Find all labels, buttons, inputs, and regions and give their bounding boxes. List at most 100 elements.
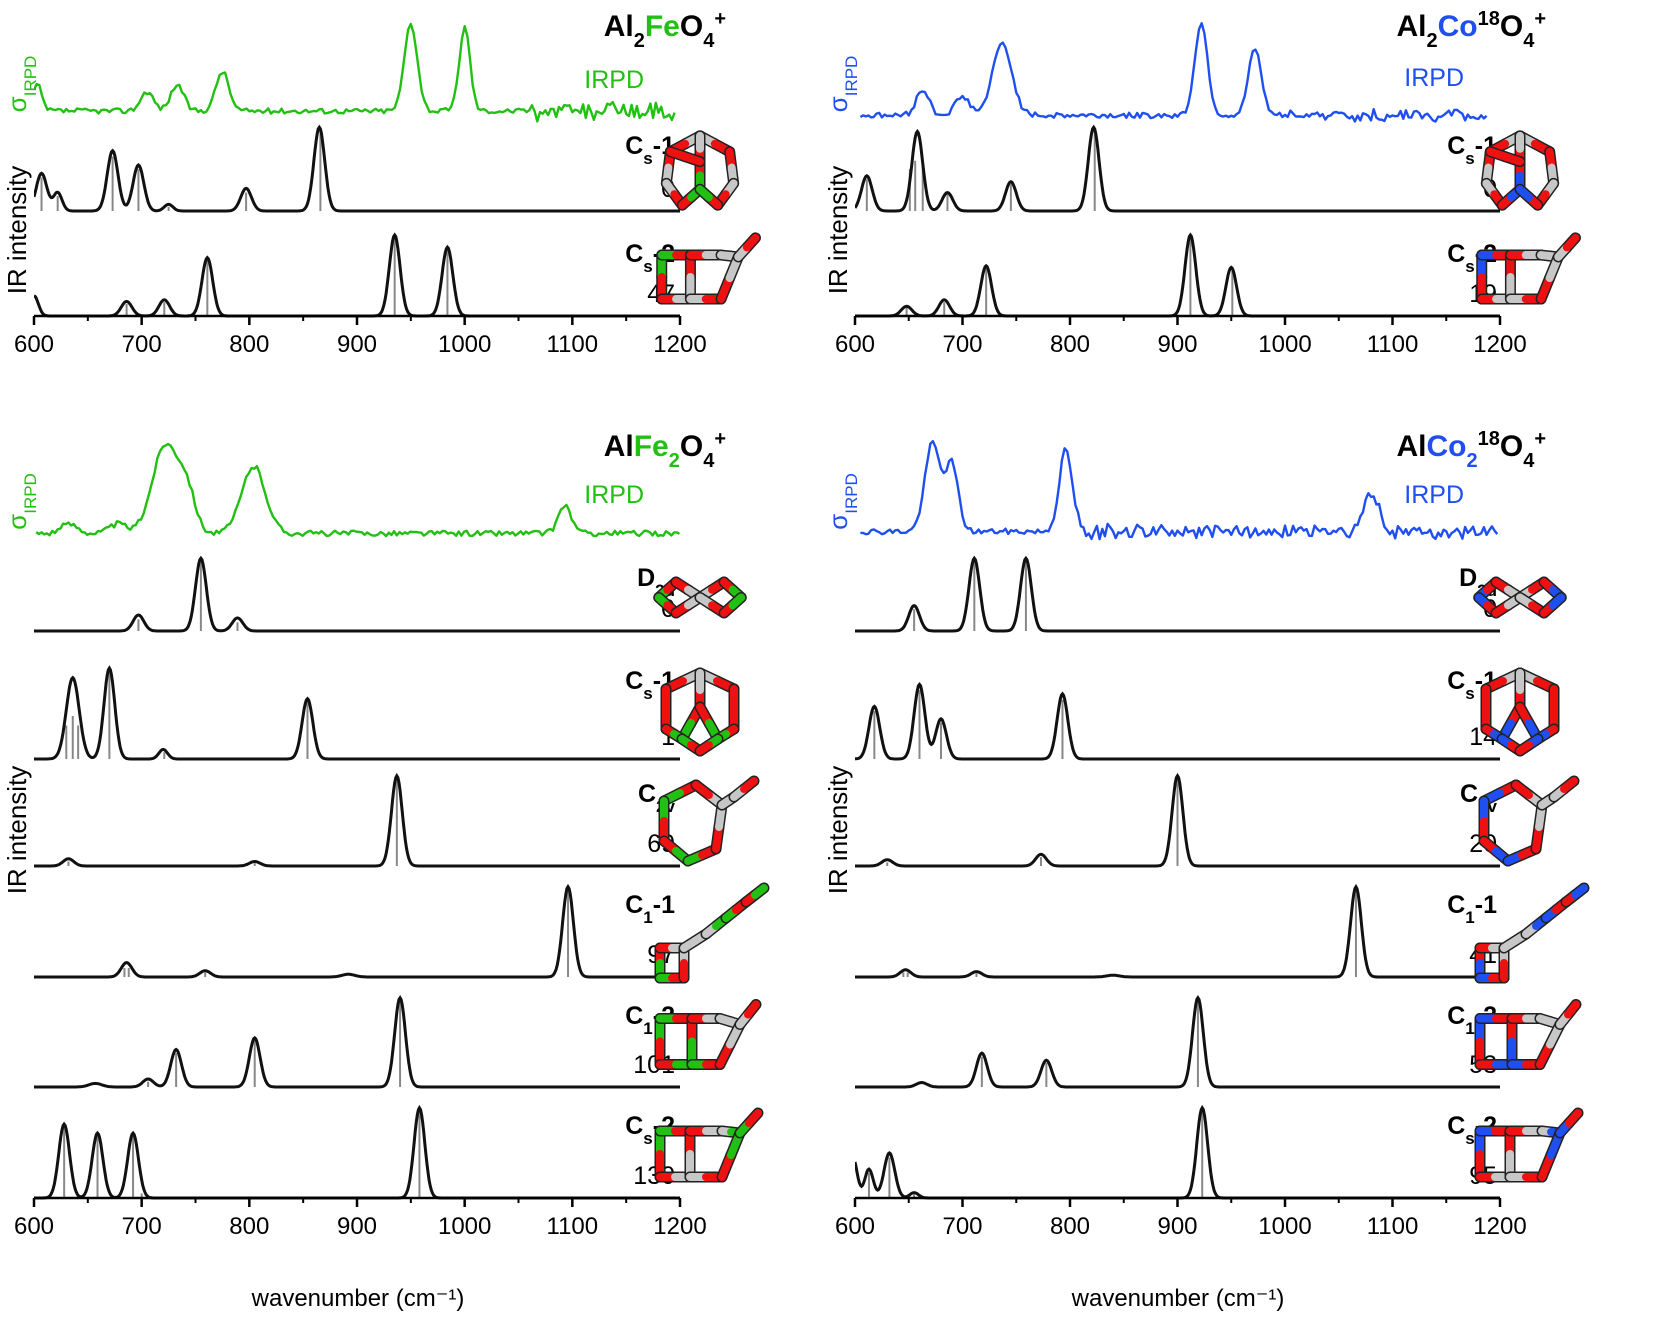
x-tick-label: 1000 — [438, 1213, 491, 1240]
x-tick-label: 800 — [1050, 331, 1090, 358]
structure-ring-fe-icon — [654, 1107, 764, 1183]
simulated-spectrum — [855, 681, 1500, 761]
isomer-2: C2v69 — [34, 772, 760, 868]
simulated-spectrum — [34, 555, 680, 633]
simulated-spectrum — [855, 555, 1500, 633]
simulated-spectrum — [855, 995, 1500, 1089]
sigma-irpd-label: σIRPD — [823, 473, 861, 530]
panel-title: Al2Co18O4+ — [1396, 8, 1546, 52]
isomer-2: C2v20 — [855, 772, 1580, 868]
structure-ring-fe-icon — [656, 232, 761, 305]
isomer-0: D2d0 — [34, 555, 747, 633]
simulated-spectrum — [855, 232, 1500, 318]
x-axis: 600 700 800 900 1000 1100 1200 — [835, 314, 1527, 358]
structure-cage3-co-icon — [1480, 667, 1560, 757]
irpd-label: IRPD — [1404, 481, 1464, 509]
y-axis-label-bottom-right: IR intensity — [823, 766, 853, 895]
isomer-1: Cs-219 — [855, 232, 1581, 318]
x-tick-label: 1100 — [547, 1213, 599, 1240]
panel-top-left: Al2FeO4+ σIRPD IRPD Cs-10 Cs-247 600 700 800 900… — [2, 8, 761, 358]
x-axis-label-right: wavenumber (cm⁻¹) — [1071, 1285, 1285, 1312]
irpd-trace — [859, 22, 1488, 123]
simulated-spectrum — [34, 124, 680, 213]
irpd-label: IRPD — [584, 481, 644, 509]
y-axis-label-top-right: IR intensity — [823, 166, 853, 295]
structure-d2d-co-icon — [1473, 576, 1567, 619]
isomer-5: Cs-295 — [855, 1104, 1584, 1200]
isomer-1: Cs-114 — [855, 667, 1560, 761]
simulated-spectrum — [34, 772, 680, 868]
x-tick-label: 800 — [229, 1213, 269, 1240]
structure-ring-co-icon — [1474, 1107, 1584, 1183]
structure-hexring-co-icon — [1478, 775, 1580, 867]
isomer-label: C1-1 — [1447, 891, 1497, 927]
panel-bottom-left: AlFe2O4+σIRPDIRPDD2d0Cs-11C2v69C1-197C1-… — [2, 428, 770, 1240]
simulated-spectrum — [34, 232, 680, 318]
x-tick-label: 700 — [942, 1213, 982, 1240]
isomer-label: C1-1 — [625, 891, 675, 927]
x-tick-label: 600 — [835, 1213, 875, 1240]
x-tick-label: 600 — [14, 331, 54, 358]
x-tick-label: 900 — [337, 1213, 377, 1240]
simulated-spectrum — [34, 994, 680, 1089]
panel-title: AlCo218O4+ — [1396, 428, 1546, 472]
x-axis: 600 700 800 900 1000 1100 1200 — [835, 1196, 1527, 1240]
x-tick-label: 900 — [1157, 331, 1197, 358]
x-tick-label: 1200 — [1473, 1213, 1526, 1240]
structure-ring2-co-icon — [1474, 999, 1582, 1070]
isomer-3: C1-141 — [855, 882, 1590, 984]
panel-title: AlFe2O4+ — [604, 428, 726, 472]
irpd-trace — [35, 442, 680, 538]
x-tick-label: 800 — [1050, 1213, 1090, 1240]
panel-top-right: Al2Co18O4+ σIRPD IRPD Cs-10 Cs-219 600 700 800 9… — [823, 8, 1581, 358]
x-tick-label: 1100 — [1367, 331, 1419, 358]
irpd-trace — [34, 22, 676, 123]
x-axis: 600 700 800 900 1000 1100 1200 — [14, 1196, 707, 1240]
isomer-0: Cs-10 — [855, 124, 1560, 213]
x-tick-label: 1000 — [438, 331, 491, 358]
x-tick-label: 700 — [942, 331, 982, 358]
x-tick-label: 1000 — [1258, 331, 1311, 358]
x-tick-label: 900 — [1157, 1213, 1197, 1240]
y-axis-label-bottom-left: IR intensity — [2, 766, 32, 895]
structure-chain-fe-icon — [654, 882, 770, 984]
x-axis: 600 700 800 900 1000 1100 1200 — [14, 314, 707, 358]
sigma-irpd-label: σIRPD — [823, 56, 861, 113]
x-tick-label: 700 — [122, 331, 162, 358]
irpd-label: IRPD — [584, 66, 644, 94]
panel-bottom-right: AlCo218O4+ σIRPD IRPD D2d0 Cs-114 C2v20 C1-141… — [823, 428, 1590, 1240]
x-tick-label: 700 — [122, 1213, 162, 1240]
simulated-spectrum — [34, 883, 680, 979]
simulated-spectrum — [855, 883, 1500, 979]
isomer-5: Cs-2130 — [34, 1104, 764, 1200]
structure-ring-co-icon — [1476, 232, 1581, 305]
structure-d2d-fe-icon — [653, 576, 747, 619]
x-tick-label: 1100 — [1367, 1213, 1419, 1240]
x-tick-label: 600 — [835, 331, 875, 358]
x-tick-label: 1200 — [1473, 331, 1526, 358]
structure-cage3-fe-icon — [660, 667, 740, 757]
structure-chain-co-icon — [1474, 882, 1590, 984]
isomer-1: Cs-11 — [34, 665, 740, 761]
x-tick-label: 800 — [229, 331, 269, 358]
structure-cage-fe-icon — [660, 130, 740, 211]
simulated-spectrum — [34, 665, 680, 761]
simulated-spectrum — [855, 124, 1500, 213]
x-tick-label: 1000 — [1258, 1213, 1311, 1240]
x-tick-label: 1100 — [547, 331, 599, 358]
x-tick-label: 600 — [14, 1213, 54, 1240]
isomer-4: C1-2101 — [34, 994, 762, 1089]
x-tick-label: 1200 — [653, 331, 706, 358]
x-axis-label-left: wavenumber (cm⁻¹) — [251, 1285, 465, 1312]
isomer-0: D2d0 — [855, 555, 1567, 633]
x-tick-label: 1200 — [653, 1213, 706, 1240]
x-tick-label: 900 — [337, 331, 377, 358]
structure-hexring-fe-icon — [658, 775, 760, 867]
sigma-irpd-label: σIRPD — [2, 473, 40, 530]
structure-ring2-fe-icon — [654, 999, 762, 1070]
simulated-spectrum — [855, 772, 1500, 868]
isomer-1: Cs-247 — [34, 232, 761, 318]
irpd-label: IRPD — [1404, 64, 1464, 92]
y-axis-label-top-left: IR intensity — [2, 166, 32, 295]
